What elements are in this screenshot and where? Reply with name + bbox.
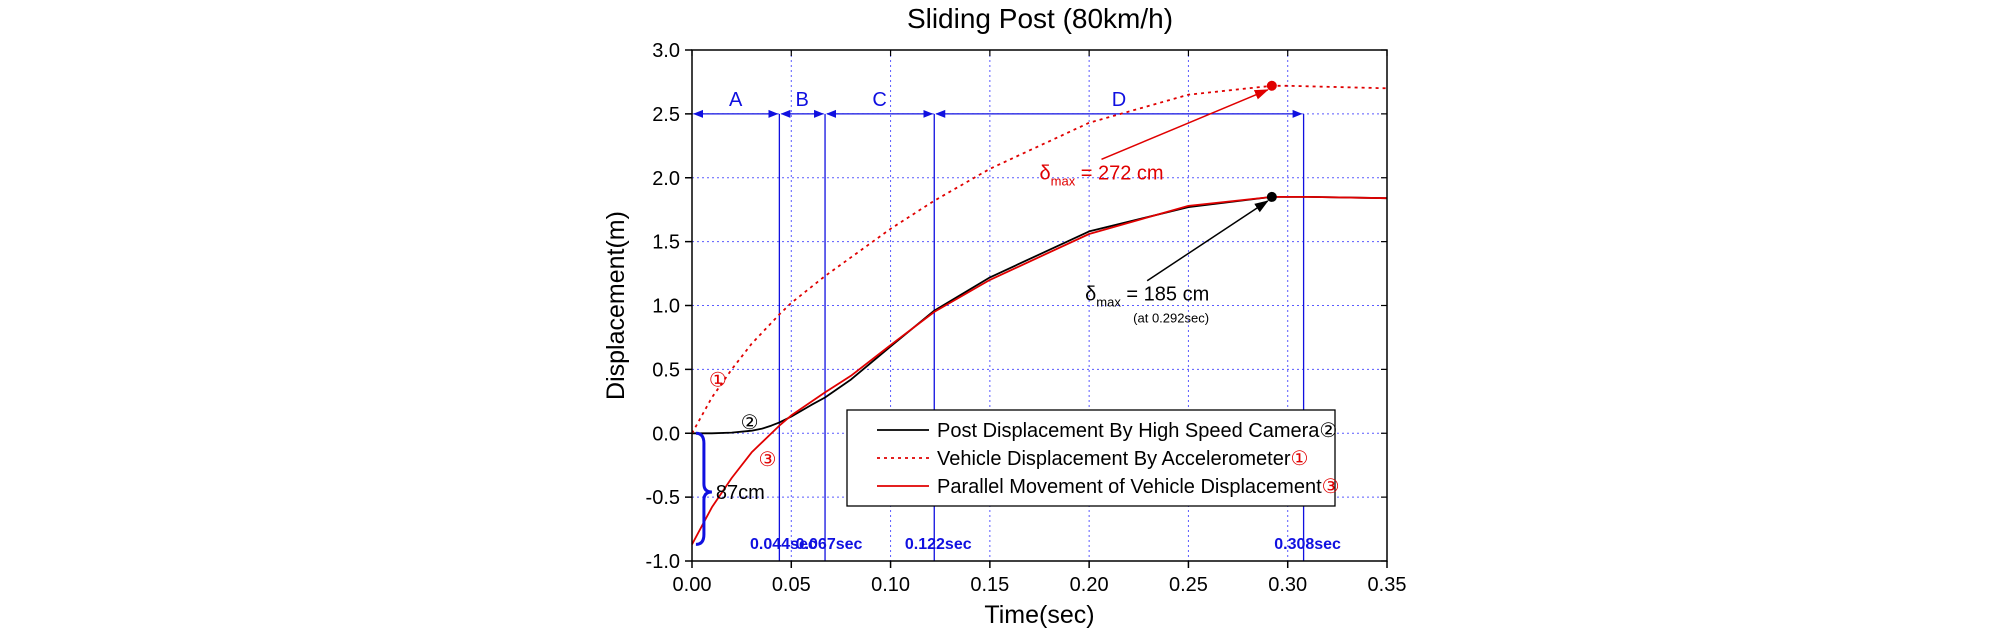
x-tick-label: 0.25 <box>1169 574 1208 596</box>
x-ticks: 0.00 0.05 0.10 0.15 0.20 0.25 0.30 0.35 <box>673 50 1407 596</box>
x-tick-label: 0.15 <box>970 574 1009 596</box>
x-tick-label: 0.00 <box>673 574 712 596</box>
y-tick-label: 0.5 <box>652 359 680 381</box>
time-marker-label: 0.308sec <box>1274 536 1341 553</box>
offset-bracket <box>695 431 712 546</box>
post-max-point <box>1266 191 1277 202</box>
phase-label: A <box>729 89 743 111</box>
curve-marker: ③ <box>758 449 776 471</box>
x-tick-label: 0.05 <box>772 574 811 596</box>
legend: Post Displacement By High Speed Camera② V… <box>846 409 1340 507</box>
vehicle-max-arrow <box>1101 89 1269 161</box>
y-tick-label: 2.5 <box>652 104 680 126</box>
x-tick-label: 0.35 <box>1368 574 1407 596</box>
x-tick-label: 0.30 <box>1268 574 1307 596</box>
curve-marker: ① <box>709 370 727 392</box>
phase-label: D <box>1112 89 1126 111</box>
offset-label: 87cm <box>716 482 765 504</box>
y-tick-label: 1.5 <box>652 232 680 254</box>
time-marker-label: 0.044sec <box>750 536 817 553</box>
y-tick-label: -0.5 <box>646 487 680 509</box>
y-tick-label: -1.0 <box>646 551 680 573</box>
grid <box>692 50 1387 561</box>
legend-entry: Parallel Movement of Vehicle Displacemen… <box>937 476 1340 498</box>
post-max-arrow <box>1146 200 1269 282</box>
legend-entry: Post Displacement By High Speed Camera② <box>937 420 1337 442</box>
annotation-layer: δmax = 272 cm δmax = 185 cm(at 0.292sec) 8… <box>695 80 1277 546</box>
phase-label: C <box>872 89 886 111</box>
y-tick-label: 2.0 <box>652 168 680 190</box>
y-tick-label: 0.0 <box>652 423 680 445</box>
post-max-note: (at 0.292sec) <box>1133 311 1209 326</box>
vehicle-max-point <box>1266 80 1277 91</box>
phase-label: B <box>796 89 809 111</box>
series-line-2 <box>691 84 1388 434</box>
time-marker-label: 0.067sec <box>796 536 863 553</box>
post-max-label: δmax = 185 cm <box>1085 284 1209 310</box>
y-tick-label: 1.0 <box>652 296 680 318</box>
x-tick-label: 0.20 <box>1070 574 1109 596</box>
y-axis-label: Displacement(m) <box>602 211 630 400</box>
y-tick-label: 3.0 <box>652 40 680 62</box>
chart-title: Sliding Post (80km/h) <box>907 3 1173 34</box>
curve-marker: ② <box>741 412 759 434</box>
x-axis-label: Time(sec) <box>984 601 1094 629</box>
legend-entry: Vehicle Displacement By Accelerometer① <box>937 448 1308 470</box>
y-ticks: -1.0 -0.5 0.0 0.5 1.0 1.5 2.0 2.5 3.0 <box>646 40 1387 573</box>
vehicle-max-label: δmax = 272 cm <box>1040 162 1164 188</box>
series-line-1 <box>692 195 1388 435</box>
time-marker-label: 0.122sec <box>905 536 972 553</box>
series-line-3 <box>691 195 1388 545</box>
x-tick-label: 0.10 <box>871 574 910 596</box>
series-layer <box>691 84 1388 545</box>
